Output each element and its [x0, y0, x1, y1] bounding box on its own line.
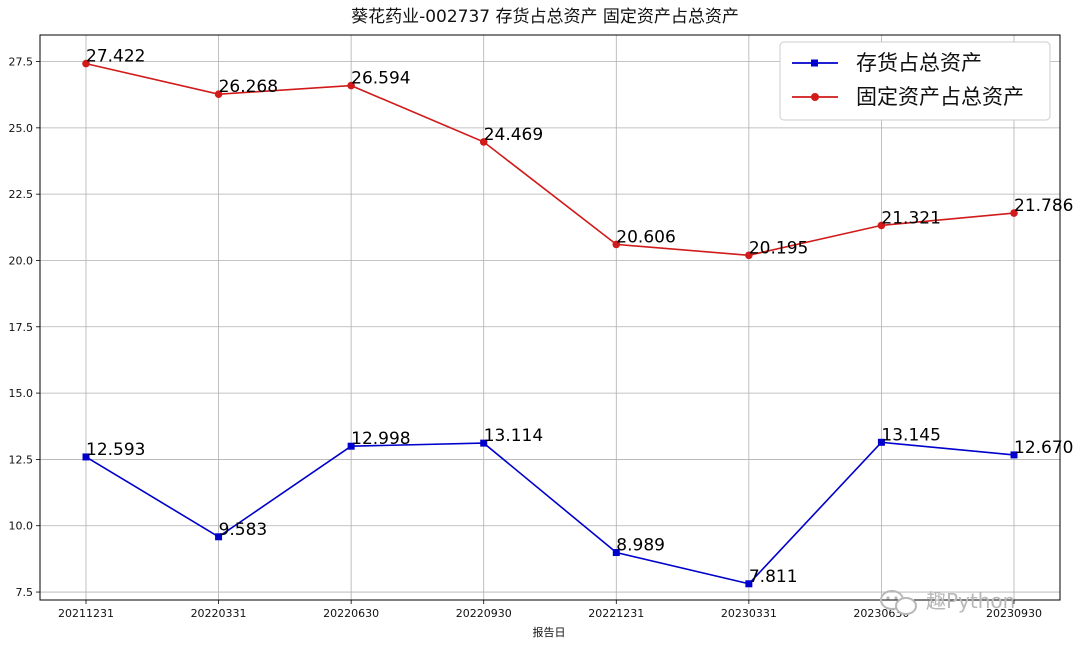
data-point — [877, 221, 886, 230]
series-layer — [82, 59, 1018, 588]
data-point — [215, 533, 223, 541]
data-label: 24.469 — [484, 125, 543, 145]
data-point — [745, 251, 753, 260]
data-point — [347, 442, 355, 450]
data-point — [612, 240, 621, 249]
x-axis-label: 报告日 — [533, 625, 566, 639]
data-point — [479, 138, 488, 146]
data-label: 20.606 — [616, 227, 675, 247]
data-label: 12.670 — [1014, 438, 1073, 458]
x-tick-label: 20220930 — [456, 607, 512, 620]
y-tick-label: 20.0 — [9, 254, 34, 267]
data-label: 27.422 — [86, 47, 145, 67]
axes: 20211231 20220331 20220630 20220930 20221231… — [9, 56, 1043, 620]
data-labels: 12.593 9.583 12.998 13.114 8.989 7.811 13.145 1… — [86, 47, 1073, 587]
legend-item: 固定资产占总资产 — [792, 85, 1024, 109]
data-point — [1010, 451, 1018, 459]
watermark: 趣Python — [880, 589, 1015, 615]
y-tick-label: 17.5 — [9, 321, 34, 334]
legend-label: 存货占总资产 — [856, 51, 982, 75]
y-tick-label: 12.5 — [9, 453, 34, 466]
data-label: 12.998 — [351, 429, 410, 449]
x-tick-label: 20211231 — [58, 607, 114, 620]
watermark-text: 趣Python — [926, 589, 1015, 613]
x-tick-label: 20220331 — [191, 607, 247, 620]
y-tick-label: 27.5 — [9, 56, 34, 69]
series-line — [85, 441, 1015, 585]
x-tick-label: 20230930 — [986, 607, 1042, 620]
legend-item: 存货占总资产 — [792, 51, 982, 75]
series-fixed-assets — [82, 59, 1018, 260]
data-point — [82, 59, 90, 68]
data-label: 7.811 — [749, 567, 798, 587]
x-tick-label: 20230630 — [853, 607, 909, 620]
data-point — [612, 549, 620, 557]
series-inventory — [82, 438, 1018, 588]
y-tick-label: 10.0 — [9, 520, 34, 533]
wechat-icon — [880, 590, 917, 615]
data-label: 26.594 — [351, 69, 410, 89]
legend-box — [779, 41, 1051, 121]
data-label: 13.114 — [484, 426, 543, 446]
data-label: 8.989 — [616, 536, 665, 556]
y-tick-label: 22.5 — [9, 188, 34, 201]
data-label: 20.195 — [749, 238, 808, 258]
data-point — [1010, 209, 1018, 217]
data-point — [480, 439, 488, 447]
x-tick-label: 20230331 — [721, 607, 777, 620]
data-label: 21.321 — [881, 208, 940, 228]
data-label: 13.145 — [881, 425, 940, 445]
x-tick-label: 20220630 — [323, 607, 379, 620]
x-tick-label: 20221231 — [588, 607, 644, 620]
data-label: 9.583 — [219, 520, 268, 540]
legend-label: 固定资产占总资产 — [856, 85, 1024, 109]
data-label: 21.786 — [1014, 196, 1073, 216]
data-label: 12.593 — [86, 440, 145, 460]
data-point — [745, 580, 753, 588]
legend-marker — [811, 93, 819, 101]
data-point — [877, 438, 885, 446]
plot-area — [40, 35, 1060, 600]
series-line — [85, 62, 1015, 257]
y-tick-label: 25.0 — [9, 122, 34, 135]
data-point — [347, 81, 355, 90]
legend-marker — [811, 59, 818, 67]
data-point — [214, 90, 223, 99]
chart-title: 葵花药业-002737 存货占总资产 固定资产占总资产 — [351, 7, 739, 27]
plot-frame — [39, 34, 1061, 601]
data-label: 26.268 — [219, 77, 278, 97]
y-tick-label: 7.5 — [16, 586, 34, 599]
y-tick-label: 15.0 — [9, 387, 34, 400]
data-point — [82, 453, 90, 461]
